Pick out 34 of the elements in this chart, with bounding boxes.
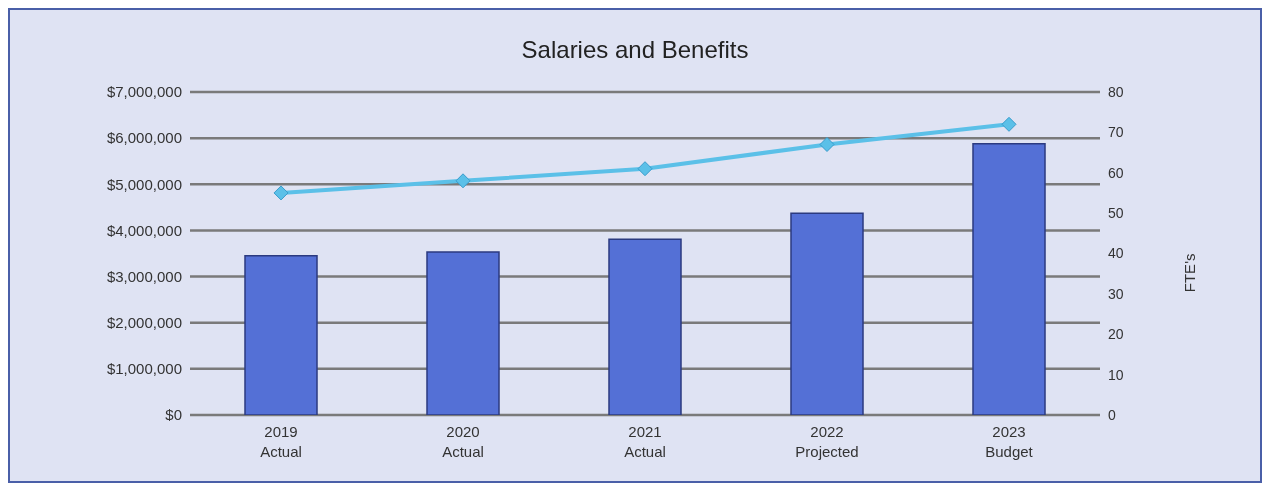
x-tick-label: 2023 Budget	[985, 423, 1034, 460]
point	[1001, 116, 1017, 132]
x-tick-label: 2019 Actual	[260, 423, 302, 460]
y2-tick-label: 60	[1108, 164, 1124, 181]
y2-tick-label: 70	[1108, 124, 1124, 141]
y2-tick-label: 50	[1108, 205, 1124, 222]
point	[819, 136, 835, 152]
bar	[790, 212, 864, 415]
y2-tick-label: 0	[1108, 406, 1116, 423]
y2-tick-label: 40	[1108, 245, 1124, 262]
y2-tick-label: 30	[1108, 285, 1124, 302]
y-tick-label: $7,000,000	[106, 83, 182, 101]
bar	[244, 255, 318, 415]
y-tick-label: $1,000,000	[106, 360, 182, 378]
x-tick-label: 2021 Actual	[624, 423, 666, 460]
y-tick-label: $3,000,000	[106, 267, 182, 285]
y2-tick-label: 80	[1108, 83, 1124, 100]
point	[637, 161, 653, 177]
y-tick-label: $0	[165, 406, 182, 424]
bar	[426, 251, 500, 415]
y-tick-label: $2,000,000	[106, 314, 182, 332]
bar	[972, 142, 1046, 415]
y2-tick-label: 10	[1108, 366, 1124, 383]
point	[455, 173, 471, 189]
point	[273, 185, 289, 201]
x-tick-label: 2022 Projected	[795, 423, 859, 460]
bar	[608, 238, 682, 415]
y-tick-label: $4,000,000	[106, 221, 182, 239]
chart-title: Salaries and Benefits	[520, 35, 750, 65]
y-tick-label: $5,000,000	[106, 175, 182, 193]
y-tick-label: $6,000,000	[106, 129, 182, 147]
x-tick-label: 2020 Actual	[442, 423, 484, 460]
y2-tick-label: 20	[1108, 326, 1124, 343]
y2-axis-title: FTE's	[1181, 253, 1199, 293]
